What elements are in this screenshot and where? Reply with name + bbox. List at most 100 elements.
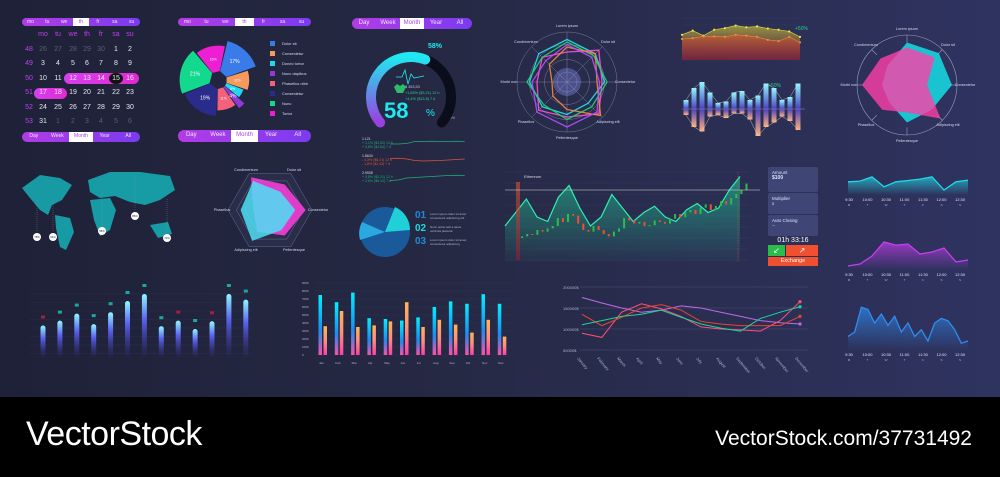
tab[interactable]: fr [261,19,266,25]
auto-closing-field[interactable]: Auto Closing -- [768,215,818,236]
calendar-day[interactable]: 4 [99,118,103,125]
candlestick [658,220,661,222]
calendar-day[interactable]: 3 [85,118,89,125]
tab[interactable]: Day [358,20,370,26]
tab[interactable]: Month [400,18,424,29]
tab[interactable]: Year [429,20,443,26]
calendar-day[interactable]: 19 [69,89,77,96]
brand-logo: VectorStock [26,415,202,453]
calendar-day[interactable]: 30 [126,103,134,111]
day-label: F [922,358,924,362]
calendar-day[interactable]: 1 [114,45,118,53]
week-number: 51 [25,89,33,96]
negative-bar [715,109,721,115]
tab[interactable]: All [294,132,301,138]
gauge-value-small: 58% [428,43,443,50]
calendar-day[interactable]: 4 [56,60,60,67]
calendar-day[interactable]: 6 [128,118,132,125]
calendar-day[interactable]: 15 [109,73,123,84]
month-label: Jun [400,361,406,365]
bar-series-2 [372,325,376,355]
buy-button[interactable]: ↗ [786,245,818,256]
calendar-day[interactable]: 10 [39,74,47,82]
tab[interactable]: fr [96,19,100,25]
auto-closing-label: Auto Closing [772,218,798,223]
calendar-day[interactable]: 23 [126,89,134,96]
calendar-day[interactable]: 18 [54,89,62,96]
calendar-day[interactable]: 3 [41,60,45,67]
tab[interactable]: tu [204,19,209,25]
calendar-day[interactable]: 7 [99,60,103,67]
candlestick [674,214,677,219]
tab[interactable]: Month [69,132,93,142]
calendar-day[interactable]: 5 [71,60,75,67]
calendar-day[interactable]: 20 [83,89,91,96]
tab[interactable]: All [456,20,464,26]
calendar-day[interactable]: 28 [97,103,105,111]
tab[interactable]: mo [26,19,34,25]
tab[interactable]: sa [112,19,118,25]
calendar-day[interactable]: 5 [114,118,118,125]
calendar-day[interactable]: 27 [54,45,62,53]
tab[interactable]: we [60,19,68,25]
calendar-day[interactable]: 9 [128,60,132,67]
calendar-day[interactable]: 25 [54,103,62,111]
calendar-day[interactable]: 8 [114,60,118,67]
tab[interactable]: th [72,18,90,26]
day-label: T [903,278,906,282]
tab[interactable]: Month [231,130,258,142]
calendar-day[interactable]: 11 [54,74,62,82]
legend-swatch [270,111,275,116]
calendar-day[interactable]: 13 [83,74,91,82]
calendar-day[interactable]: 21 [97,89,105,96]
day-label: W [884,203,888,207]
tab[interactable]: Week [380,20,396,26]
calendar-day[interactable]: 14 [97,74,105,82]
calendar-day[interactable]: 22 [112,89,120,96]
amount-field[interactable]: Amount $100 [768,167,818,192]
tab[interactable]: Week [51,133,64,139]
calendar-day[interactable]: 12 [69,74,77,82]
tab[interactable]: mo [184,19,191,25]
tab[interactable]: Year [99,133,110,139]
calendar-day[interactable]: 17 [39,89,47,96]
calendar-day[interactable]: 1 [56,118,60,125]
calendar-day[interactable]: 29 [83,45,91,53]
calendar-day[interactable]: 26 [39,45,47,53]
calendar-day[interactable]: 26 [69,103,77,111]
multiplier-field[interactable]: Multiplier x [768,193,818,214]
tab[interactable]: All [125,133,131,139]
calendar-day[interactable]: 29 [112,103,120,111]
calendar-day[interactable]: 6 [85,60,89,67]
bar-badge [74,303,79,307]
calendar-day[interactable]: 24 [39,103,47,111]
y-tick: 150000$ [563,305,579,311]
bar [192,329,198,357]
spider-series [536,49,603,118]
tab[interactable]: Day [29,133,39,139]
exchange-button[interactable]: Exchange [768,257,818,266]
time-label: 9:30 [845,352,853,357]
map-marker [49,233,57,241]
tab[interactable]: th [235,18,254,26]
calendar-day[interactable]: 31 [39,118,47,125]
tab[interactable]: sa [279,19,286,25]
calendar-day[interactable]: 16 [126,74,134,82]
calendar-day[interactable]: 28 [69,45,77,53]
tab[interactable]: Year [265,132,278,138]
map-marker [33,233,41,241]
tab[interactable]: Week [210,132,226,138]
calendar-day[interactable]: 30 [97,45,105,53]
series-endpoint [798,300,802,304]
change-badge: +50% [795,26,808,32]
tab[interactable]: su [298,19,305,25]
sell-button[interactable]: ↙ [768,245,785,256]
tab[interactable]: Day [185,132,197,138]
tab[interactable]: we [222,19,229,25]
calendar-day[interactable]: 2 [128,45,132,53]
tab[interactable]: tu [45,19,50,25]
calendar-day[interactable]: 2 [71,118,75,125]
calendar-day[interactable]: 27 [83,103,91,111]
time-label: 11:30 [918,197,928,202]
tab[interactable]: su [128,19,135,25]
